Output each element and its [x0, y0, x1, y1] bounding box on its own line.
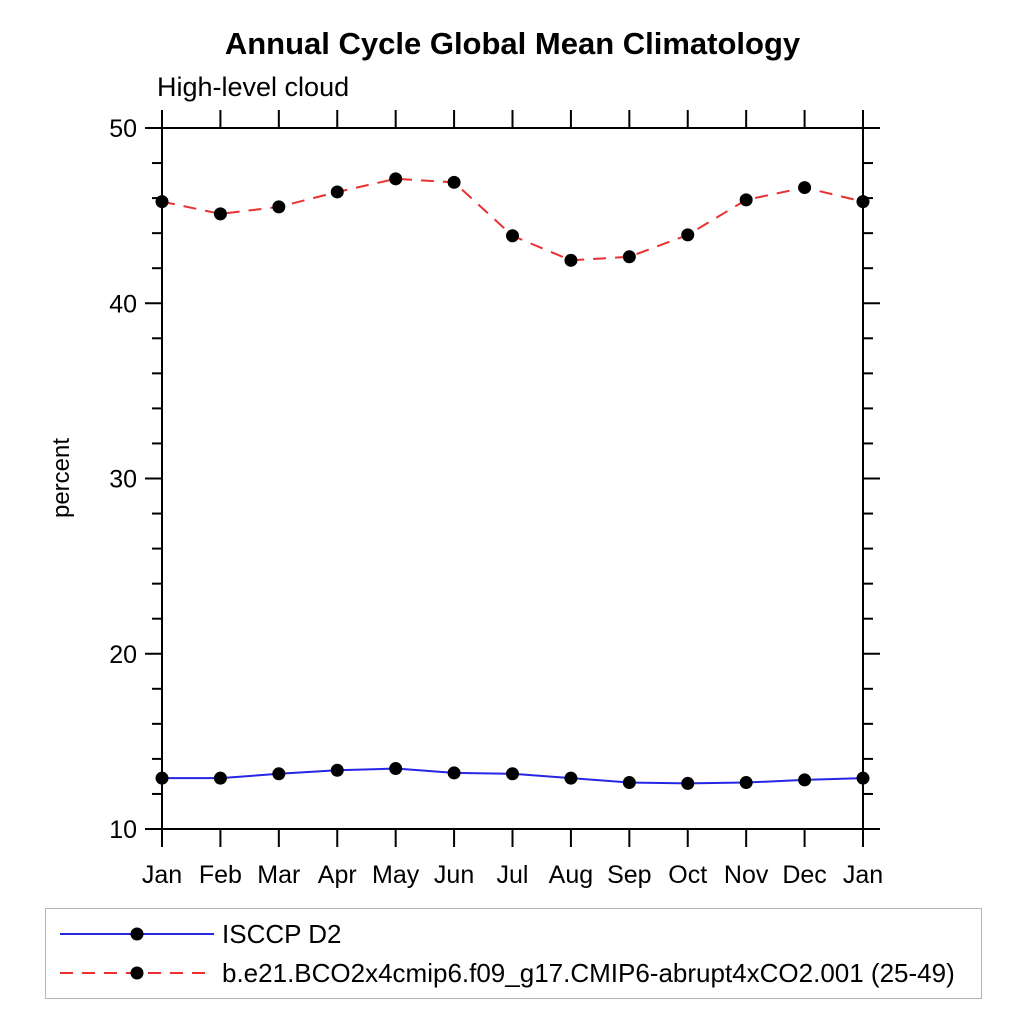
- legend-line-sample-solid-icon: [60, 927, 214, 941]
- svg-text:Sep: Sep: [607, 861, 651, 889]
- svg-text:Feb: Feb: [199, 861, 242, 889]
- svg-text:Jun: Jun: [434, 861, 474, 889]
- svg-text:Apr: Apr: [318, 861, 357, 889]
- svg-text:Jan: Jan: [142, 861, 182, 889]
- svg-text:50: 50: [109, 115, 137, 143]
- svg-text:Jan: Jan: [843, 861, 883, 889]
- svg-text:Dec: Dec: [782, 861, 826, 889]
- svg-text:Aug: Aug: [549, 861, 593, 889]
- legend-item-isccp: ISCCP D2: [46, 916, 981, 953]
- chart-subtitle: High-level cloud: [157, 72, 350, 102]
- legend-label-model: b.e21.BCO2x4cmip6.f09_g17.CMIP6-abrupt4x…: [222, 957, 955, 988]
- legend-label-isccp: ISCCP D2: [222, 918, 342, 949]
- legend-box: ISCCP D2 b.e21.BCO2x4cmip6.f09_g17.CMIP6…: [45, 908, 982, 999]
- svg-text:40: 40: [109, 290, 137, 318]
- svg-text:May: May: [372, 861, 420, 889]
- legend-item-model: b.e21.BCO2x4cmip6.f09_g17.CMIP6-abrupt4x…: [46, 955, 981, 992]
- svg-text:20: 20: [109, 641, 137, 669]
- svg-text:Nov: Nov: [724, 861, 769, 889]
- chart-title: Annual Cycle Global Mean Climatology: [224, 26, 801, 61]
- svg-text:10: 10: [109, 816, 137, 844]
- svg-text:Mar: Mar: [257, 861, 300, 889]
- svg-text:Jul: Jul: [497, 861, 529, 889]
- legend-line-sample-dashed-icon: [60, 966, 214, 980]
- svg-text:30: 30: [109, 466, 137, 494]
- svg-text:Oct: Oct: [668, 861, 707, 889]
